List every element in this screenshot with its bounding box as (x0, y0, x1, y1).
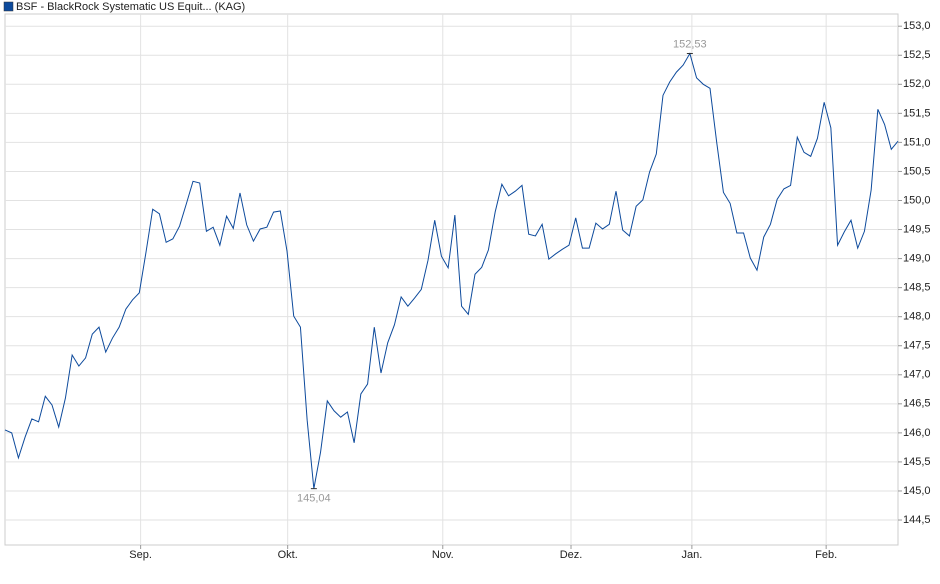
x-tick-label: Sep. (129, 549, 152, 561)
y-tick-label: 152,5 (903, 49, 931, 61)
y-tick-label: 151,5 (903, 107, 931, 119)
y-tick-label: 150,0 (903, 194, 931, 206)
x-tick-label: Nov. (432, 549, 454, 561)
y-tick-label: 149,5 (903, 223, 931, 235)
y-tick-label: 147,5 (903, 340, 931, 352)
legend-label: BSF - BlackRock Systematic US Equit... (… (16, 1, 245, 13)
x-tick-label: Jan. (681, 549, 702, 561)
plot-area (4, 13, 899, 546)
x-tick-label: Okt. (278, 549, 298, 561)
legend-swatch (3, 1, 14, 12)
y-tick-label: 148,0 (903, 311, 931, 323)
y-tick-label: 151,0 (903, 136, 931, 148)
x-tick-label: Dez. (560, 549, 583, 561)
y-tick-label: 152,0 (903, 78, 931, 90)
y-tick-label: 150,5 (903, 165, 931, 177)
x-tick-label: Feb. (815, 549, 837, 561)
y-tick-label: 146,5 (903, 398, 931, 410)
y-tick-label: 148,5 (903, 282, 931, 294)
y-tick-label: 147,0 (903, 369, 931, 381)
value-label: 152,53 (673, 38, 707, 50)
y-tick-label: 149,0 (903, 252, 931, 264)
y-tick-label: 144,5 (903, 514, 931, 526)
y-tick-label: 153,0 (903, 20, 931, 32)
price-line (4, 52, 899, 489)
y-tick-label: 146,0 (903, 427, 931, 439)
y-tick-label: 145,5 (903, 456, 931, 468)
value-label: 145,04 (297, 493, 331, 505)
y-tick-label: 145,0 (903, 485, 931, 497)
